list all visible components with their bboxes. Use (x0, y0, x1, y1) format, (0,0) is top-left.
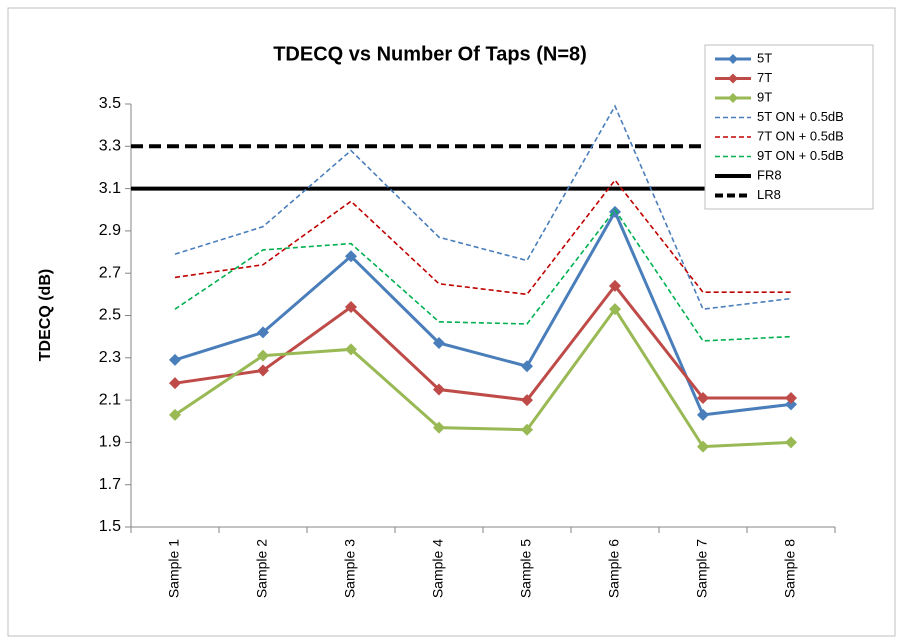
y-tick-label: 2.5 (99, 307, 121, 324)
legend-label: FR8 (757, 167, 782, 182)
x-tick-label: Sample 6 (606, 539, 622, 598)
y-tick-label: 2.9 (99, 222, 121, 239)
legend-label: 7T ON + 0.5dB (757, 128, 844, 143)
legend-label: LR8 (757, 187, 781, 202)
y-tick-label: 3.3 (99, 138, 121, 155)
legend-label: 5T (757, 50, 772, 65)
x-tick-label: Sample 8 (782, 539, 798, 598)
y-tick-label: 3.5 (99, 95, 121, 112)
marker (433, 336, 445, 349)
marker (785, 398, 797, 411)
legend-label: 7T (757, 70, 772, 85)
marker (785, 436, 797, 449)
series-line (174, 178, 791, 296)
series-line (174, 208, 792, 342)
marker (169, 408, 181, 421)
marker (345, 301, 357, 314)
series-line (174, 306, 792, 449)
y-tick-label: 1.7 (99, 476, 121, 493)
marker (521, 394, 533, 407)
y-tick-label: 3.1 (99, 180, 121, 197)
marker (697, 408, 709, 421)
marker (257, 349, 269, 362)
y-tick-label: 2.1 (99, 391, 121, 408)
marker (345, 250, 357, 263)
legend-label: 9T (757, 89, 772, 104)
marker (697, 440, 709, 453)
legend-label: 9T ON + 0.5dB (757, 148, 844, 163)
y-tick-label: 2.7 (99, 264, 121, 281)
x-tick-label: Sample 1 (166, 539, 182, 598)
marker (257, 364, 269, 377)
marker (433, 421, 445, 434)
marker (169, 353, 181, 366)
legend-label: 5T ON + 0.5dB (757, 109, 844, 124)
marker (257, 326, 269, 339)
legend-marker (728, 93, 738, 103)
x-tick-label: Sample 3 (342, 539, 358, 598)
series-line (174, 104, 792, 311)
x-tick-label: Sample 2 (254, 539, 270, 598)
y-axis-label: TDECQ (dB) (37, 269, 54, 361)
marker (433, 383, 445, 396)
x-tick-label: Sample 5 (518, 539, 534, 598)
y-tick-label: 1.5 (99, 518, 121, 535)
chart-title: TDECQ vs Number Of Taps (N=8) (273, 43, 587, 65)
legend-marker (728, 73, 738, 84)
marker (697, 391, 709, 404)
marker (609, 279, 621, 292)
x-tick-label: Sample 4 (430, 539, 446, 598)
series-line (174, 283, 791, 402)
legend-marker (728, 54, 738, 64)
legend-box (704, 44, 874, 210)
y-tick-label: 2.3 (99, 349, 121, 366)
marker (609, 303, 621, 316)
x-tick-label: Sample 7 (694, 539, 710, 598)
marker (521, 360, 533, 373)
marker (345, 343, 357, 356)
marker (169, 377, 181, 390)
marker (785, 391, 797, 404)
marker (521, 423, 533, 436)
y-tick-label: 1.9 (99, 434, 121, 451)
